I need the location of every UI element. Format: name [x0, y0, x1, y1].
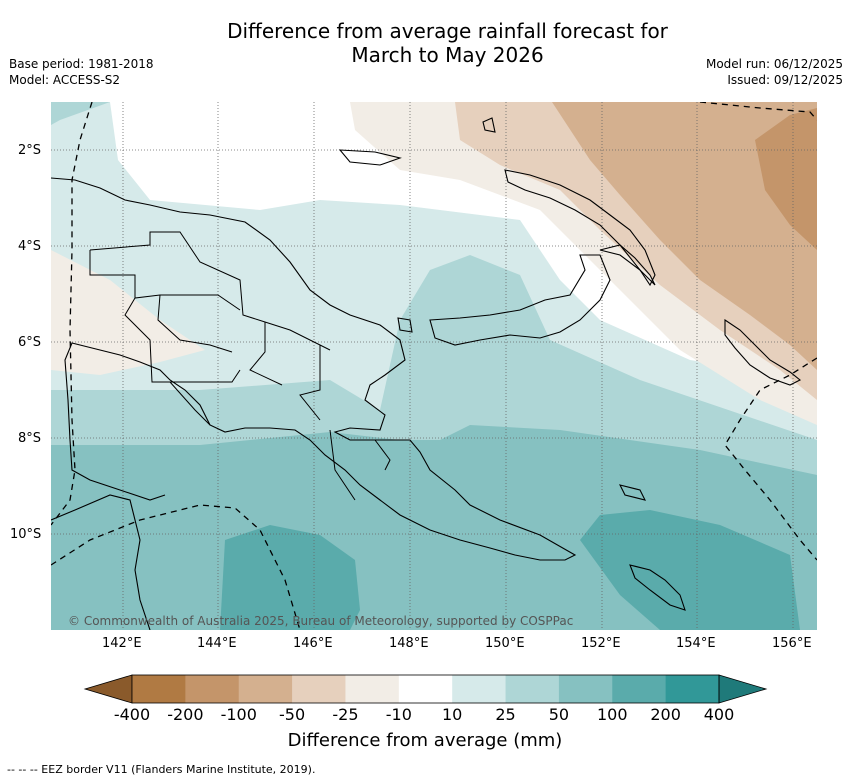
lat-label-2s: 2°S: [18, 143, 42, 158]
colorbar-cell: [612, 675, 667, 703]
colorbar-cells: [132, 675, 720, 703]
model-run: Model run: 06/12/2025: [705, 57, 843, 71]
field-minus100-band: [755, 108, 817, 250]
colorbar-cell: [665, 675, 720, 703]
eez-footnote: -- -- -- EEZ border V11 (Flanders Marine…: [7, 763, 316, 776]
border-6: [299, 345, 321, 421]
title-line-1: Difference from average rainfall forecas…: [227, 19, 668, 43]
lat-label-8s: 8°S: [18, 431, 42, 446]
guadalcanal-coast: [629, 564, 686, 611]
field-25-50-corner: [51, 102, 110, 125]
border-4: [157, 294, 233, 353]
colorbar-tick-label: -100: [220, 705, 257, 724]
colorbar-cell: [505, 675, 560, 703]
base-period: Base period: 1981-2018: [9, 57, 154, 71]
colorbar-tick-label: -25: [332, 705, 359, 724]
copyright-notice: © Commonwealth of Australia 2025, Bureau…: [68, 614, 574, 628]
model-name: Model: ACCESS-S2: [9, 73, 121, 87]
coastlines: [51, 117, 802, 630]
eez-border-east: [724, 357, 817, 561]
meta-right: Model run: 06/12/2025 Issued: 09/12/2025: [706, 56, 843, 88]
colorbar-title: Difference from average (mm): [287, 730, 563, 751]
colorbar-frame: [131, 674, 720, 704]
island-west-small: [397, 317, 413, 333]
border-8: [329, 429, 356, 501]
colorbar-tick-label: -50: [279, 705, 306, 724]
title-line-2: March to May 2026: [351, 43, 544, 67]
eez-border-northeast: [699, 102, 817, 121]
solomon-islands-coast: [724, 318, 802, 386]
colorbar-tick-label: -10: [385, 705, 412, 724]
colorbar-tick-label: 50: [548, 705, 570, 724]
field-minus10-west: [51, 250, 205, 375]
colorbar-tick-label: 10: [441, 705, 463, 724]
eez-borders: [51, 102, 817, 630]
lon-label-152e: 152°E: [581, 636, 621, 651]
field-100-200-se: [580, 510, 800, 630]
cape-york-coast: [51, 494, 151, 630]
chart-title: Difference from average rainfall forecas…: [0, 19, 850, 67]
colorbar-right-extension: [718, 674, 768, 704]
meta-left: Base period: 1981-2018 Model: ACCESS-S2: [9, 56, 154, 88]
colorbar-tick-label: 25: [495, 705, 516, 724]
colorbar-cell: [452, 675, 507, 703]
lon-label-148e: 148°E: [389, 636, 429, 651]
new-guinea-coast: [51, 177, 577, 561]
lon-label-150e: 150°E: [485, 636, 525, 651]
colorbar-cell: [558, 675, 613, 703]
border-5: [249, 322, 283, 386]
island-north-1: [338, 149, 402, 166]
island-east-1: [618, 484, 647, 501]
lon-label-142e: 142°E: [102, 636, 142, 651]
field-100-200-sw: [220, 525, 360, 630]
lon-label-154e: 154°E: [676, 636, 716, 651]
lon-label-146e: 146°E: [293, 636, 333, 651]
new-britain-coast: [429, 254, 611, 346]
border-9: [374, 439, 391, 471]
colorbar-left-extension: [83, 674, 133, 704]
border-3: [124, 297, 241, 383]
border-7: [169, 381, 211, 426]
lon-label-144e: 144°E: [197, 636, 237, 651]
colorbar-cell: [238, 675, 293, 703]
lat-label-6s: 6°S: [18, 335, 42, 350]
island-north-2: [482, 117, 496, 133]
colorbar-tick-label: -400: [113, 705, 151, 724]
province-borders: [89, 231, 391, 501]
lat-label-4s: 4°S: [18, 239, 42, 254]
colorbar-cell: [345, 675, 400, 703]
colorbar-tick-label: -200: [167, 705, 204, 724]
graticule: [51, 102, 817, 630]
eez-border-southwest: [51, 504, 301, 630]
new-ireland-coast: [504, 169, 656, 287]
colorbar-cell: [132, 675, 186, 703]
colorbar-tick-label: 400: [703, 705, 735, 724]
lon-label-156e: 156°E: [772, 636, 812, 651]
colorbar-cell: [398, 675, 453, 703]
rainfall-field: [51, 102, 817, 630]
border-1: [89, 231, 331, 351]
lat-label-10s: 10°S: [10, 527, 42, 542]
colorbar: [83, 674, 768, 704]
colorbar-tick-label: 200: [650, 705, 681, 724]
colorbar-cell: [292, 675, 346, 703]
field-minus50-band: [552, 102, 817, 370]
colorbar-cell: [185, 675, 240, 703]
colorbar-tick-label: 100: [596, 705, 628, 724]
issued-date: Issued: 09/12/2025: [727, 73, 843, 87]
field-10-25-west: [51, 102, 72, 210]
